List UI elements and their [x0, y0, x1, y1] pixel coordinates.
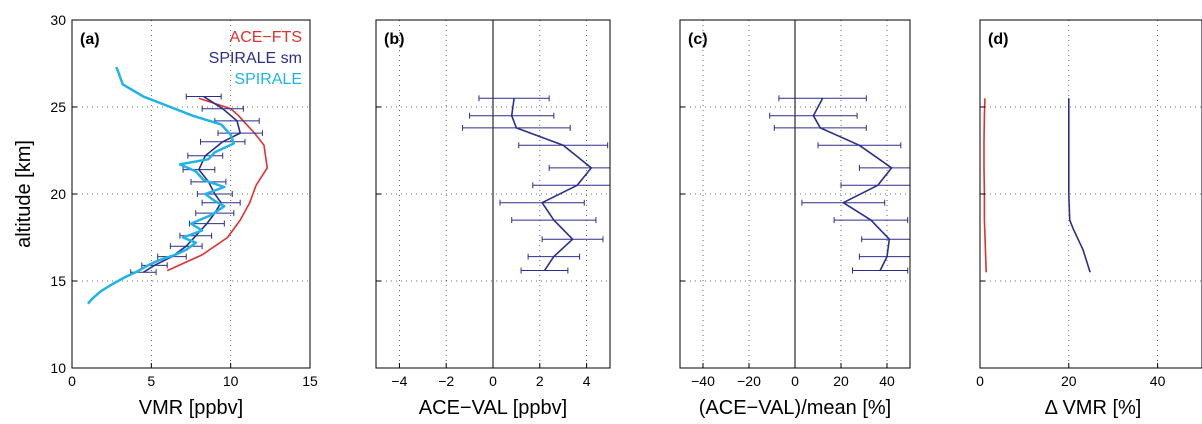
- x-tick-label: 40: [879, 373, 895, 389]
- panel-tag: (c): [688, 31, 708, 48]
- series-line: [86, 66, 236, 305]
- x-tick-label: 2: [536, 373, 544, 389]
- series-line: [510, 98, 593, 272]
- panel-tag: (d): [988, 31, 1008, 48]
- panel-a: 0 5 10 15 10 15 20 25 30 VMR [ppbv] altitude [km] (…: [13, 12, 318, 419]
- y-tick-label: 15: [50, 273, 66, 289]
- panel-d: 0 20 40 Δ VMR [%] (d): [976, 19, 1202, 419]
- x-tick-label: −20: [737, 373, 761, 389]
- x-axis-label: Δ VMR [%]: [1045, 397, 1142, 419]
- x-tick-label: 0: [976, 373, 984, 389]
- x-tick-label: 40: [1150, 373, 1166, 389]
- legend-entry: SPIRALE: [234, 71, 302, 88]
- x-axis-label: VMR [ppbv]: [139, 397, 243, 419]
- x-axis-label: (ACE−VAL)/mean [%]: [699, 397, 891, 419]
- x-tick-label: −40: [691, 373, 715, 389]
- x-tick-label: 4: [583, 373, 591, 389]
- legend-entry: SPIRALE sm: [209, 50, 302, 67]
- y-tick-label: 25: [50, 99, 66, 115]
- series-line: [983, 98, 987, 273]
- x-tick-label: −4: [391, 373, 407, 389]
- series-line: [142, 95, 241, 273]
- y-axis-label: altitude [km]: [13, 140, 35, 248]
- x-tick-label: 15: [302, 373, 318, 389]
- series-line: [812, 97, 893, 271]
- panel-b: −4 −2 0 2 4 ACE−VAL [ppbv] (b): [375, 19, 611, 419]
- x-tick-label: 10: [223, 373, 239, 389]
- x-tick-label: 0: [68, 373, 76, 389]
- y-tick-label: 30: [50, 12, 66, 28]
- series-line: [166, 97, 269, 272]
- x-axis-label: ACE−VAL [ppbv]: [419, 397, 567, 419]
- y-tick-label: 20: [50, 186, 66, 202]
- x-tick-label: 20: [833, 373, 849, 389]
- x-tick-label: 20: [1061, 373, 1077, 389]
- panel-c: −40 −20 0 20 40 (ACE−VAL)/mean [%] (c): [679, 19, 911, 419]
- panel-tag: (a): [80, 31, 100, 48]
- legend-entry: ACE−FTS: [230, 29, 302, 46]
- x-tick-label: 0: [489, 373, 497, 389]
- x-tick-label: 0: [791, 373, 799, 389]
- x-tick-label: −2: [438, 373, 454, 389]
- x-tick-label: 5: [147, 373, 155, 389]
- series-line: [1068, 98, 1091, 273]
- y-tick-label: 10: [50, 360, 66, 376]
- panel-tag: (b): [384, 31, 404, 48]
